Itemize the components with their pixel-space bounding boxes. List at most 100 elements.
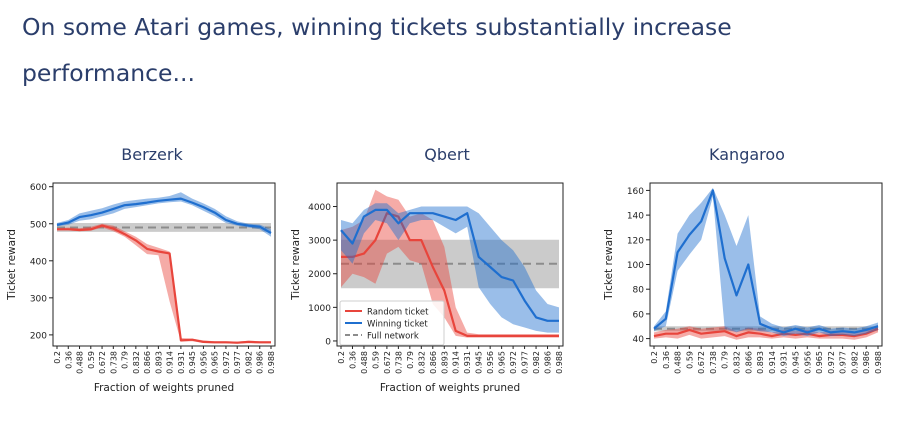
y-tick-label: 4000: [308, 203, 331, 213]
x-tick-label: 0.832: [132, 351, 141, 374]
x-tick-label: 0.2: [650, 351, 659, 364]
x-tick-label: 0.738: [394, 351, 403, 374]
axes-frame: [336, 182, 564, 347]
x-tick-label: 0.672: [98, 351, 107, 374]
y-tick-label: 120: [627, 236, 644, 246]
x-tick-label: 0.866: [429, 351, 438, 374]
y-tick-label: 60: [633, 310, 645, 320]
x-tick-label: 0.914: [768, 351, 777, 374]
y-tick-label: 80: [633, 286, 645, 296]
y-tick-label: 500: [30, 220, 47, 230]
legend-box: [339, 300, 445, 346]
x-tick-label: 0.672: [697, 351, 706, 374]
y-axis-label: Ticket reward: [6, 229, 18, 301]
random-line: [653, 327, 879, 338]
x-tick-label: 0.956: [486, 351, 495, 374]
x-tick-label: 0.488: [674, 351, 683, 374]
x-tick-label: 0.2: [337, 351, 346, 364]
axes-frame: [52, 182, 276, 347]
y-tick-label: 300: [30, 294, 47, 304]
x-tick-label: 0.988: [555, 351, 564, 374]
x-tick-label: 0.36: [662, 351, 671, 369]
x-tick-label: 0.2: [53, 351, 62, 364]
x-tick-label: 0.832: [733, 351, 742, 374]
x-tick-label: 0.866: [744, 351, 753, 374]
x-tick-label: 0.965: [211, 351, 220, 374]
x-tick-label: 0.988: [267, 351, 276, 374]
y-tick-label: 400: [30, 257, 47, 267]
winning-line: [56, 197, 272, 234]
legend-label-random: Random ticket: [367, 308, 429, 318]
x-tick-label: 0.866: [143, 351, 152, 374]
x-tick-label: 0.36: [348, 351, 357, 369]
random-band: [341, 189, 559, 338]
x-tick-label: 0.965: [498, 351, 507, 374]
x-tick-label: 0.914: [166, 351, 175, 374]
y-tick-label: 200: [30, 331, 47, 341]
qbert-title: Qbert: [424, 145, 470, 164]
y-tick-label: 2000: [308, 270, 331, 280]
y-tick-label: 160: [627, 187, 644, 197]
x-tick-label: 0.893: [440, 351, 449, 374]
random-line: [341, 212, 559, 337]
kangaroo-title: Kangaroo: [709, 145, 785, 164]
x-tick-label: 0.945: [791, 351, 800, 374]
y-tick-label: 1000: [308, 304, 331, 314]
chart-berzerk: 200 300 400 500 600 0.2 0.36 0.488 0.59 0.672 0.73…: [6, 182, 276, 394]
random-line: [57, 224, 271, 344]
x-tick-label: 0.914: [452, 351, 461, 374]
x-tick-label: 0.972: [222, 351, 231, 374]
y-tick-label: 100: [627, 261, 644, 271]
x-tick-label: 0.982: [244, 351, 253, 374]
x-tick-label: 0.986: [544, 351, 553, 374]
berzerk-title: Berzerk: [121, 145, 183, 164]
x-tick-label: 0.59: [371, 351, 380, 369]
winning-line: [340, 208, 559, 322]
legend-label-full: Full network: [367, 332, 419, 342]
x-tick-label: 0.988: [874, 351, 883, 374]
x-tick-label: 0.972: [509, 351, 518, 374]
x-tick-label: 0.956: [803, 351, 812, 374]
x-tick-label: 0.59: [685, 351, 694, 369]
x-tick-label: 0.972: [827, 351, 836, 374]
x-tick-label: 0.977: [233, 351, 242, 374]
x-tick-label: 0.79: [406, 351, 415, 369]
x-tick-label: 0.738: [709, 351, 718, 374]
x-axis-label: Fraction of weights pruned: [94, 382, 234, 394]
slide-headline: On some Atari games, winning tickets sub…: [22, 13, 732, 87]
x-tick-label: 0.965: [815, 351, 824, 374]
x-tick-label: 0.79: [721, 351, 730, 369]
x-tick-label: 0.488: [76, 351, 85, 374]
x-tick-label: 0.672: [383, 351, 392, 374]
x-tick-label: 0.931: [177, 351, 186, 374]
x-tick-label: 0.931: [780, 351, 789, 374]
x-tick-label: 0.977: [521, 351, 530, 374]
winning-band: [341, 203, 559, 333]
y-tick-label: 40: [633, 335, 645, 345]
legend-label-winning: Winning ticket: [367, 320, 428, 330]
x-tick-label: 0.982: [850, 351, 859, 374]
x-tick-label: 0.79: [121, 351, 130, 369]
x-tick-label: 0.945: [475, 351, 484, 374]
y-tick-label: 140: [627, 212, 644, 222]
x-tick-label: 0.59: [87, 351, 96, 369]
y-axis-label: Ticket reward: [603, 229, 615, 301]
legend: Random ticket Winning ticket Full network: [339, 300, 445, 346]
x-tick-label: 0.893: [756, 351, 765, 374]
x-tick-label: 0.488: [360, 351, 369, 374]
x-tick-label: 0.893: [154, 351, 163, 374]
winning-line: [653, 189, 879, 334]
x-tick-label: 0.986: [862, 351, 871, 374]
x-tick-label: 0.945: [188, 351, 197, 374]
y-tick-label: 600: [30, 183, 47, 193]
x-tick-label: 0.931: [463, 351, 472, 374]
x-axis-label: Fraction of weights pruned: [380, 382, 520, 394]
x-tick-label: 0.986: [256, 351, 265, 374]
winning-band: [654, 187, 878, 337]
x-tick-label: 0.956: [199, 351, 208, 374]
y-tick-label: 0: [325, 337, 331, 347]
x-tick-label: 0.738: [109, 351, 118, 374]
